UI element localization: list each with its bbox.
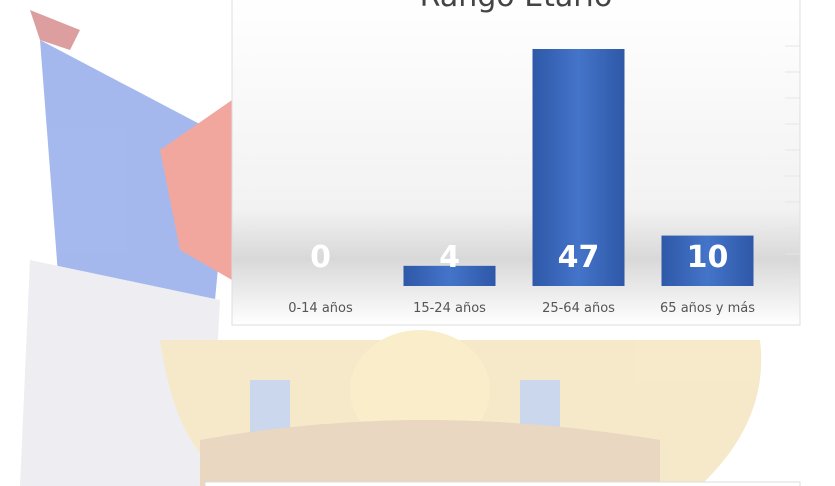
x-tick-label: 65 años y más [660, 301, 755, 316]
data-label: 10 [687, 240, 729, 275]
x-tick-label: 25-64 años [542, 301, 615, 316]
chart-title: Rango Etario [420, 0, 613, 14]
data-label: 47 [558, 240, 600, 275]
data-label: 4 [439, 240, 460, 275]
screen: Rango Etario 0 0-14 años 4 15-24 años 47 25-6… [0, 0, 835, 486]
data-label: 0 [310, 240, 331, 275]
bottom-panel [205, 482, 800, 486]
x-tick-label: 0-14 años [288, 301, 353, 316]
x-tick-label: 15-24 años [413, 301, 486, 316]
